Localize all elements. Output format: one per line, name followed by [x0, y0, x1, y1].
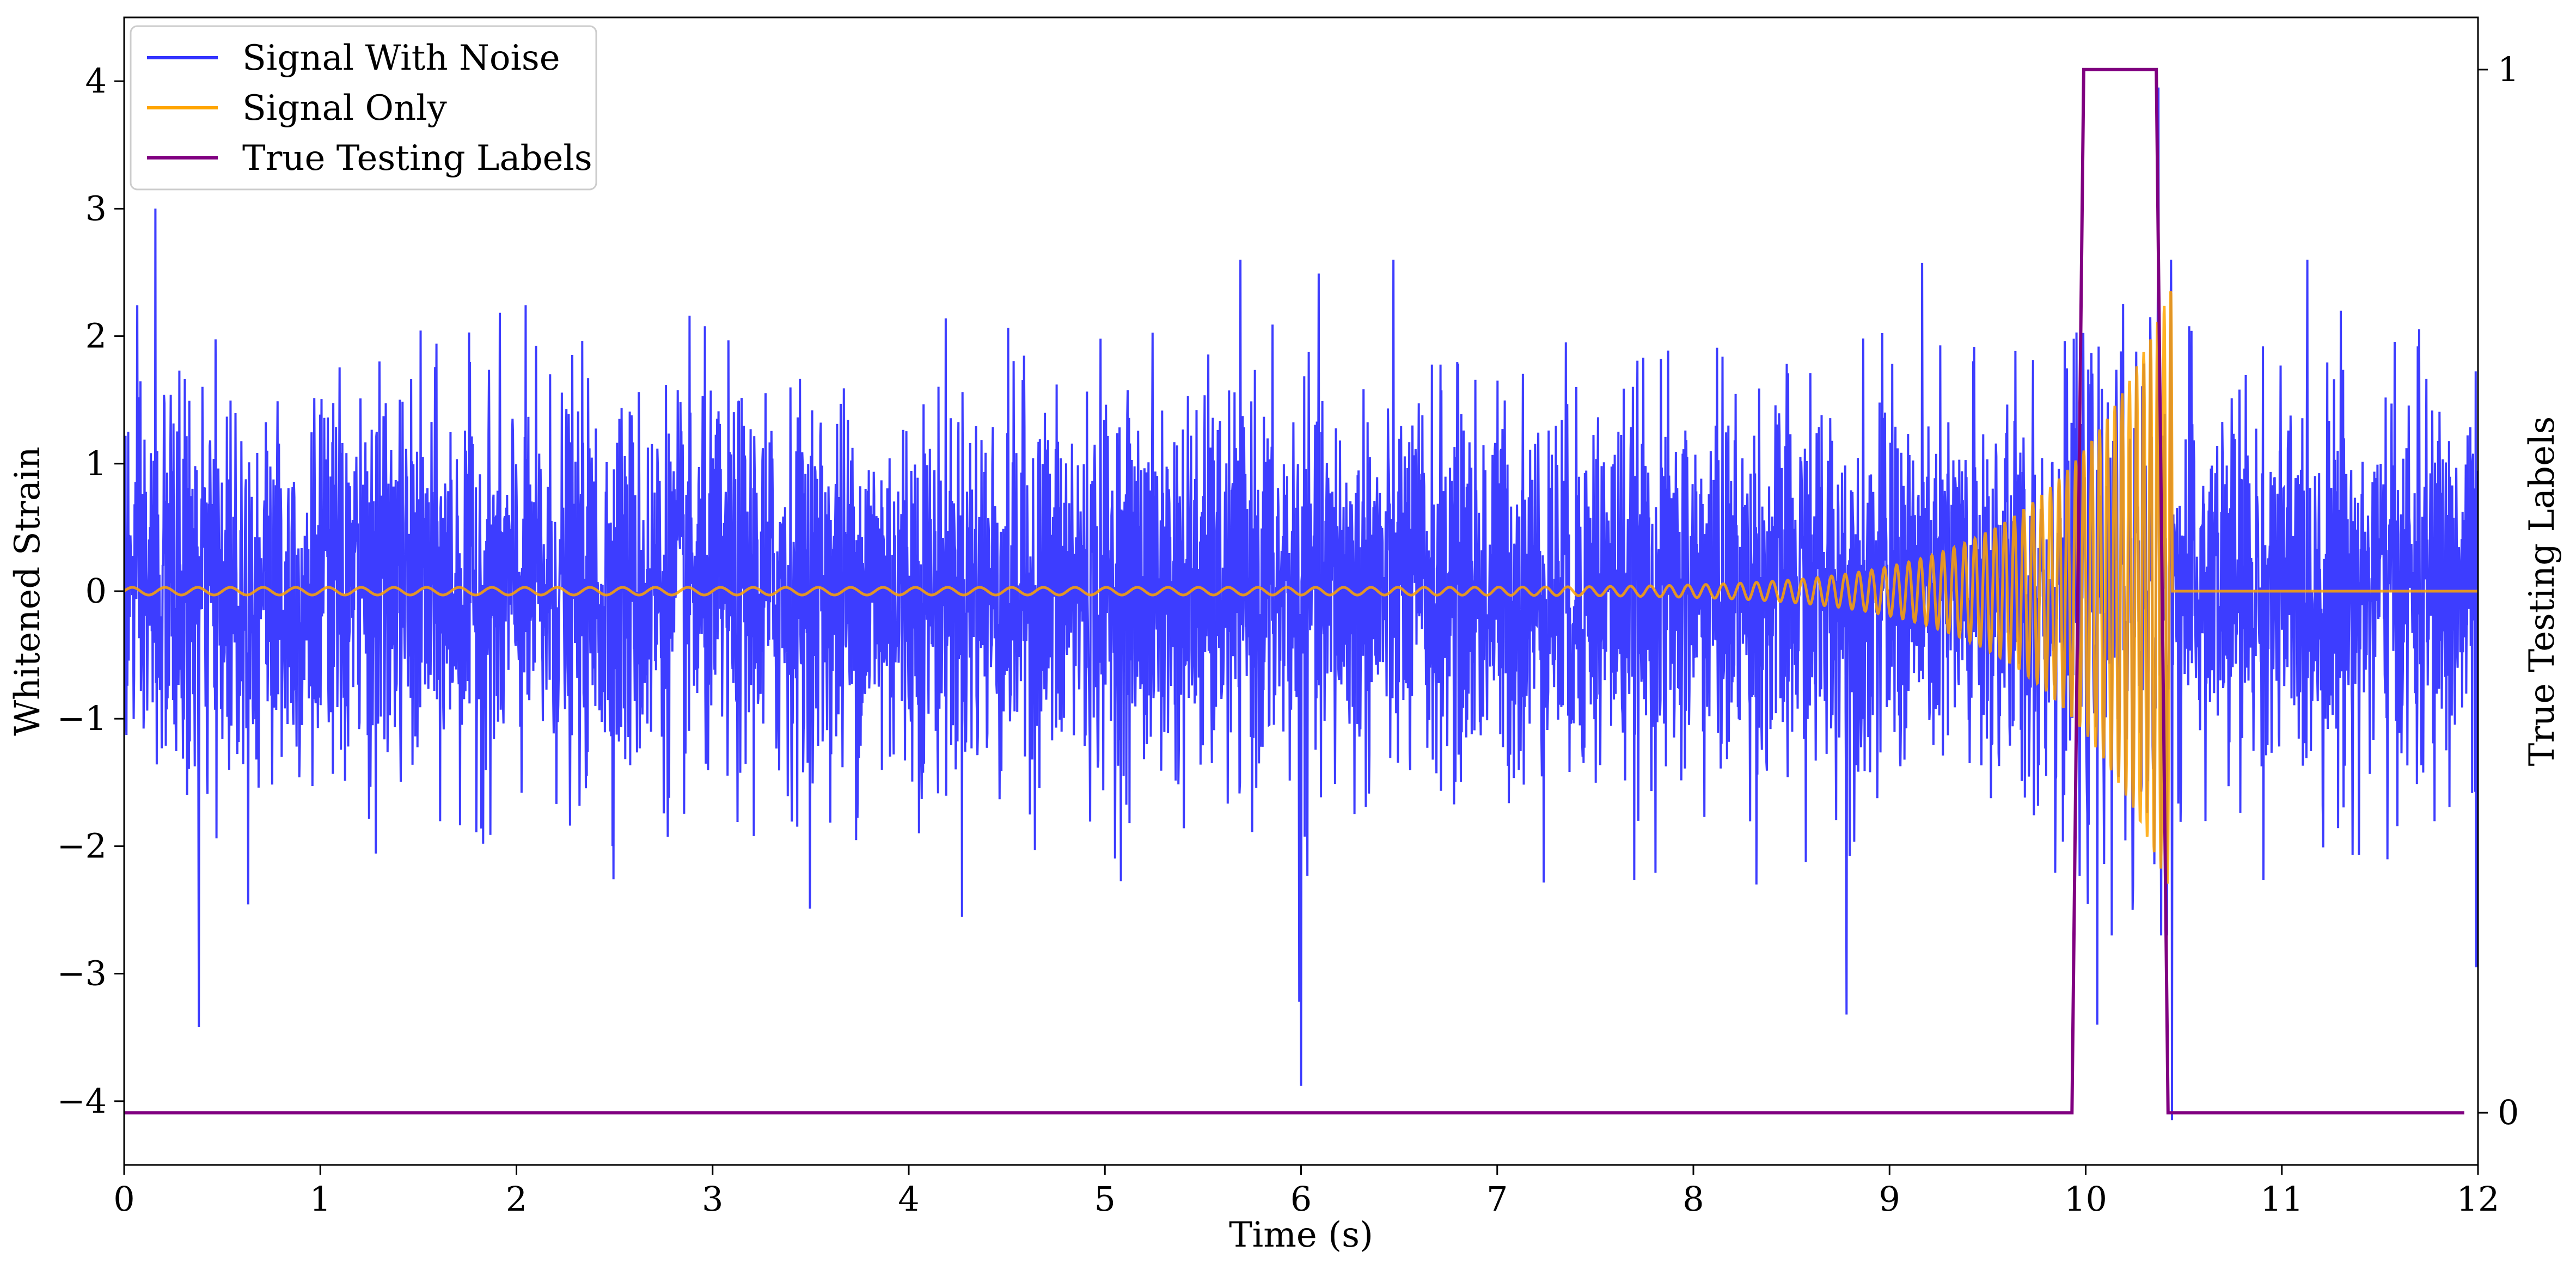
x-tick-label: 10 [2064, 1179, 2107, 1219]
x-tick-label: 3 [702, 1179, 723, 1219]
x-tick-label: 11 [2260, 1179, 2303, 1219]
legend: Signal With Noise Signal Only True Testing… [130, 25, 597, 191]
series-signal-only [124, 291, 2478, 884]
legend-box [130, 25, 597, 191]
x-tick-label: 2 [506, 1179, 527, 1219]
y2-tick-label: 1 [2498, 50, 2519, 89]
legend-entry: True Testing Labels [242, 138, 592, 179]
y-tick-label: −4 [57, 1081, 107, 1121]
y-tick-label: 3 [85, 188, 107, 228]
y-tick-label: −3 [57, 954, 107, 993]
x-tick-label: 9 [1879, 1179, 1900, 1219]
x-axis-label: Time (s) [1229, 1215, 1373, 1255]
series-true-testing-labels [124, 68, 2464, 1115]
y-tick-label: −1 [57, 698, 107, 738]
y-tick-label: 4 [85, 61, 107, 101]
x-tick-label: 0 [113, 1179, 134, 1219]
x-tick-label: 8 [1682, 1179, 1704, 1219]
x-axis: 0 1 2 3 4 5 6 7 8 9 10 11 12 [113, 1165, 2499, 1219]
y-tick-label: −2 [57, 826, 107, 866]
true-testing-labels-line [124, 68, 2464, 1115]
legend-entry: Signal With Noise [242, 38, 560, 78]
x-tick-label: 1 [310, 1179, 331, 1219]
x-tick-label: 5 [1094, 1179, 1116, 1219]
y-axis-right: 01 [2478, 50, 2519, 1132]
y-tick-label: 2 [85, 316, 107, 356]
signal-only-line [124, 291, 2478, 884]
y2-tick-label: 0 [2498, 1093, 2519, 1132]
x-tick-label: 7 [1486, 1179, 1508, 1219]
x-tick-label: 12 [2457, 1179, 2500, 1219]
y-axis-label: Whitened Strain [8, 446, 48, 735]
legend-entry: Signal Only [242, 88, 447, 128]
y-axis-left: −4 −3 −2 −1 0 1 2 3 4 [57, 61, 124, 1121]
x-tick-label: 6 [1290, 1179, 1312, 1219]
y-tick-label: 0 [85, 571, 107, 611]
y-tick-label: 1 [85, 444, 107, 483]
y2-axis-label: True Testing Labels [2522, 416, 2562, 766]
x-tick-label: 4 [898, 1179, 919, 1219]
